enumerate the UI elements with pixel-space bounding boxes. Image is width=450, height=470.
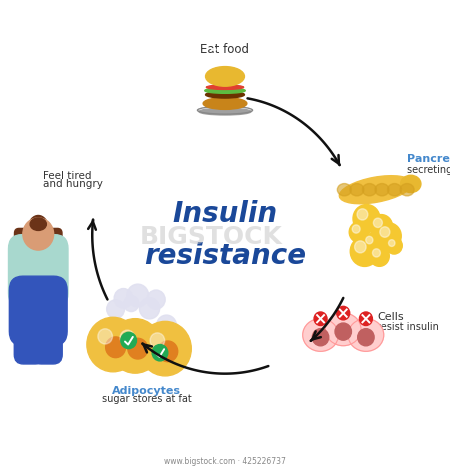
Text: sugar stores at fat: sugar stores at fat [102, 394, 191, 404]
Circle shape [128, 338, 148, 359]
Circle shape [352, 225, 360, 233]
Circle shape [127, 284, 148, 307]
FancyBboxPatch shape [30, 236, 47, 257]
Ellipse shape [338, 184, 351, 196]
Ellipse shape [375, 184, 389, 196]
Circle shape [23, 218, 54, 250]
Text: Adipocytes: Adipocytes [112, 386, 181, 396]
Circle shape [152, 345, 168, 361]
Circle shape [366, 236, 373, 244]
Circle shape [139, 321, 191, 376]
Ellipse shape [339, 176, 412, 204]
Circle shape [373, 249, 380, 257]
FancyBboxPatch shape [14, 320, 44, 364]
Ellipse shape [207, 85, 243, 89]
Ellipse shape [234, 53, 238, 55]
Circle shape [363, 234, 381, 252]
Circle shape [376, 223, 401, 249]
Text: resistance: resistance [144, 242, 306, 270]
Ellipse shape [206, 67, 244, 86]
Circle shape [358, 329, 374, 346]
Circle shape [374, 218, 382, 227]
Ellipse shape [362, 184, 377, 196]
FancyBboxPatch shape [45, 228, 62, 262]
Text: secreting insulin: secreting insulin [407, 165, 450, 175]
Ellipse shape [30, 218, 46, 230]
Ellipse shape [400, 175, 421, 193]
Ellipse shape [203, 98, 247, 110]
Circle shape [147, 290, 165, 309]
Text: BIGSTOCK: BIGSTOCK [140, 225, 283, 250]
Circle shape [353, 204, 380, 233]
Ellipse shape [348, 319, 384, 352]
Ellipse shape [212, 48, 216, 50]
Circle shape [314, 312, 327, 326]
Circle shape [120, 330, 135, 345]
Circle shape [124, 296, 139, 312]
FancyBboxPatch shape [32, 320, 62, 364]
Circle shape [357, 209, 368, 220]
Circle shape [150, 333, 165, 348]
Ellipse shape [400, 184, 414, 196]
Ellipse shape [28, 215, 48, 240]
Circle shape [98, 329, 112, 344]
Circle shape [337, 306, 350, 320]
Circle shape [380, 227, 390, 237]
Circle shape [107, 300, 125, 318]
Text: resist insulin: resist insulin [377, 322, 439, 332]
Ellipse shape [387, 184, 401, 196]
FancyBboxPatch shape [50, 253, 67, 296]
Ellipse shape [199, 108, 251, 115]
Ellipse shape [205, 88, 245, 94]
Circle shape [355, 241, 366, 253]
Circle shape [370, 215, 392, 238]
FancyBboxPatch shape [13, 253, 30, 296]
Circle shape [109, 319, 161, 373]
Circle shape [360, 312, 373, 326]
Circle shape [349, 222, 369, 243]
FancyBboxPatch shape [9, 235, 68, 307]
Text: Eat food: Eat food [201, 43, 249, 56]
Circle shape [350, 236, 379, 266]
Ellipse shape [303, 319, 338, 352]
Circle shape [388, 240, 395, 246]
Text: Pancreas: Pancreas [407, 154, 450, 164]
Circle shape [335, 323, 351, 340]
Text: www.bigstock.com · 425226737: www.bigstock.com · 425226737 [164, 457, 286, 466]
Circle shape [140, 298, 160, 319]
Circle shape [386, 237, 402, 254]
FancyBboxPatch shape [9, 276, 67, 345]
Circle shape [114, 289, 133, 308]
Text: and hungry: and hungry [43, 179, 103, 189]
Circle shape [312, 329, 329, 346]
Circle shape [106, 337, 126, 358]
Ellipse shape [206, 91, 244, 98]
Circle shape [157, 315, 176, 336]
Text: Insulin: Insulin [172, 200, 278, 228]
Text: Cells: Cells [377, 312, 404, 322]
Circle shape [369, 246, 389, 266]
Text: Feel tired: Feel tired [43, 171, 91, 181]
Circle shape [121, 332, 136, 349]
Circle shape [158, 341, 178, 362]
Circle shape [87, 317, 139, 372]
Ellipse shape [350, 184, 364, 196]
FancyBboxPatch shape [14, 228, 32, 262]
Ellipse shape [325, 313, 361, 346]
Ellipse shape [223, 34, 227, 36]
